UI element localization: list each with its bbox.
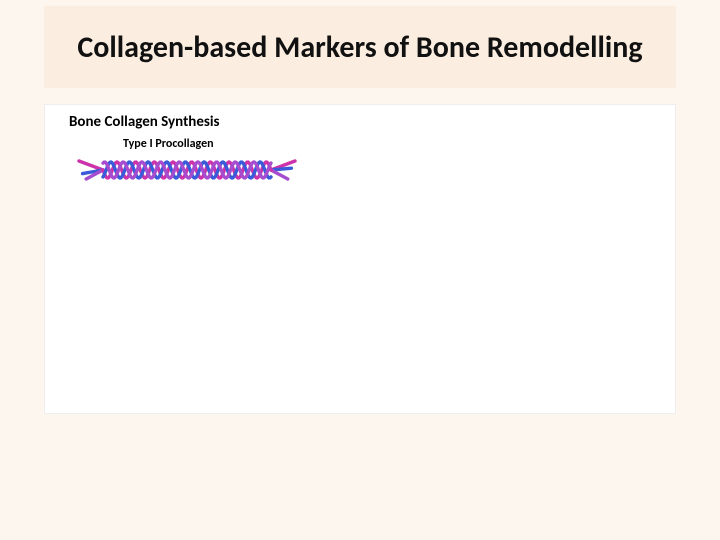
section-heading: Bone Collagen Synthesis bbox=[69, 113, 220, 131]
procollagen-label: Type I Procollagen bbox=[123, 137, 214, 151]
content-panel: Bone Collagen Synthesis Type I Procollag… bbox=[44, 104, 676, 414]
slide-title: Collagen-based Markers of Bone Remodelli… bbox=[77, 31, 642, 64]
procollagen-helix-diagram bbox=[73, 153, 301, 192]
title-band: Collagen-based Markers of Bone Remodelli… bbox=[44, 6, 676, 88]
triple-helix-icon bbox=[73, 153, 301, 187]
